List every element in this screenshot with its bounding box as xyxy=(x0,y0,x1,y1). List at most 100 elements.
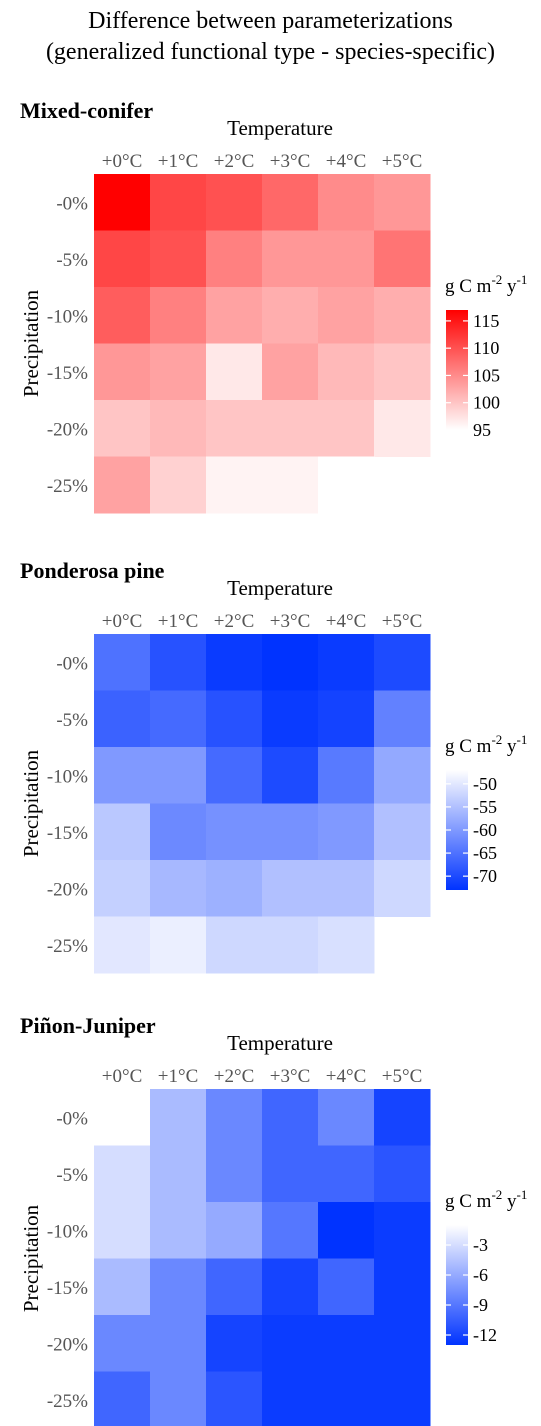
heatmap-cell xyxy=(262,747,319,804)
heatmap-cell xyxy=(374,860,431,917)
legend-colorbar xyxy=(446,770,468,890)
x-tick-label: +2°C xyxy=(214,151,255,172)
heatmap-panel: Ponderosa pine Temperature +0°C +1°C +2°C +3°… xyxy=(19,558,527,974)
y-tick-label: -10% xyxy=(47,306,88,327)
x-axis-label: Temperature xyxy=(227,576,333,600)
heatmap-cell xyxy=(374,1258,431,1316)
heatmap-cell xyxy=(374,230,431,288)
heatmap-cell xyxy=(150,1371,207,1426)
y-tick-label: -10% xyxy=(47,1221,88,1242)
legend-break-label: 115 xyxy=(473,311,499,331)
heatmap-cell xyxy=(206,287,263,344)
heatmap-cell xyxy=(262,860,319,917)
heatmap-cell xyxy=(262,230,319,288)
heatmap-cell xyxy=(374,803,431,861)
heatmap-cell xyxy=(94,1202,151,1259)
heatmap-cell xyxy=(318,747,375,804)
heatmap-cell xyxy=(318,343,375,401)
heatmap-cell xyxy=(318,287,375,344)
x-tick-label: +5°C xyxy=(382,611,423,632)
heatmap-cell xyxy=(374,1202,431,1259)
heatmap-cell xyxy=(150,400,207,457)
x-axis-label: Temperature xyxy=(227,1031,333,1055)
x-tick-label: +2°C xyxy=(214,611,255,632)
heatmap-cell xyxy=(206,1258,263,1316)
heatmap-cell xyxy=(262,803,319,861)
heatmap-cell xyxy=(318,690,375,748)
heatmap-cell xyxy=(318,456,375,514)
heatmap-cell xyxy=(374,1315,431,1372)
x-tick-label: +0°C xyxy=(102,151,143,172)
heatmap-cell xyxy=(94,634,151,691)
heatmap-cell xyxy=(318,400,375,457)
heatmap-cell xyxy=(206,634,263,691)
heatmap-cell xyxy=(206,747,263,804)
heatmap-cell xyxy=(262,287,319,344)
y-tick-label: -15% xyxy=(47,363,88,384)
y-tick-label: -0% xyxy=(56,653,88,674)
heatmap-cell xyxy=(318,1145,375,1203)
heatmap-cell xyxy=(262,1202,319,1259)
heatmap-cell xyxy=(374,634,431,691)
heatmap-cell xyxy=(94,916,151,974)
heatmap-cell xyxy=(150,287,207,344)
heatmap-cell xyxy=(262,1315,319,1372)
legend-break-label: 105 xyxy=(473,365,500,385)
y-tick-label: -0% xyxy=(56,1108,88,1129)
heatmap-cell xyxy=(94,747,151,804)
legend-colorbar xyxy=(446,310,468,430)
heatmap-cell xyxy=(262,690,319,748)
legend-break-label: -9 xyxy=(473,1295,488,1315)
heatmap-cell xyxy=(318,1315,375,1372)
heatmap-cell xyxy=(94,287,151,344)
x-tick-label: +3°C xyxy=(270,151,311,172)
heatmap-cell xyxy=(206,400,263,457)
heatmap-cell xyxy=(150,1315,207,1372)
y-tick-label: -20% xyxy=(47,419,88,440)
heatmap-cell xyxy=(262,174,319,231)
heatmap-cell xyxy=(94,343,151,401)
heatmap-cell xyxy=(94,1315,151,1372)
heatmap-cell xyxy=(262,634,319,691)
heatmap-cell xyxy=(150,230,207,288)
heatmap-cell xyxy=(150,174,207,231)
legend-break-label: -12 xyxy=(473,1325,497,1345)
heatmap-cell xyxy=(150,343,207,401)
heatmap-cell xyxy=(94,690,151,748)
heatmap-cell xyxy=(262,400,319,457)
legend-break-label: -50 xyxy=(473,774,497,794)
heatmap-cell xyxy=(150,690,207,748)
panel-title: Ponderosa pine xyxy=(20,558,165,583)
panel-title: Mixed-conifer xyxy=(20,98,153,123)
x-tick-label: +4°C xyxy=(326,611,367,632)
heatmap-cell xyxy=(94,1145,151,1203)
heatmap-cell xyxy=(374,400,431,457)
x-tick-label: +5°C xyxy=(382,1066,423,1087)
heatmap-cell xyxy=(150,747,207,804)
heatmap-cell xyxy=(206,456,263,514)
heatmap-cell xyxy=(318,1371,375,1426)
heatmap-cell xyxy=(374,174,431,231)
heatmap-cell xyxy=(94,860,151,917)
legend-break-label: -55 xyxy=(473,797,497,817)
y-tick-label: -10% xyxy=(47,766,88,787)
legend-colorbar xyxy=(446,1225,468,1345)
y-tick-label: -5% xyxy=(56,250,88,271)
heatmap-cell xyxy=(206,916,263,974)
legend-break-label: -3 xyxy=(473,1235,488,1255)
heatmap-cell xyxy=(318,803,375,861)
heatmap-cell xyxy=(206,690,263,748)
heatmap-cell xyxy=(262,1145,319,1203)
heatmap-cell xyxy=(94,400,151,457)
heatmap-cell xyxy=(206,1371,263,1426)
x-tick-label: +2°C xyxy=(214,1066,255,1087)
heatmap-cell xyxy=(318,230,375,288)
heatmap-cell xyxy=(318,1202,375,1259)
y-tick-label: -25% xyxy=(47,1391,88,1412)
heatmap-cell xyxy=(318,174,375,231)
heatmap-cell xyxy=(94,803,151,861)
heatmap-cell xyxy=(374,1089,431,1146)
heatmap-cell xyxy=(374,1371,431,1426)
y-axis-label: Precipitation xyxy=(19,289,43,397)
